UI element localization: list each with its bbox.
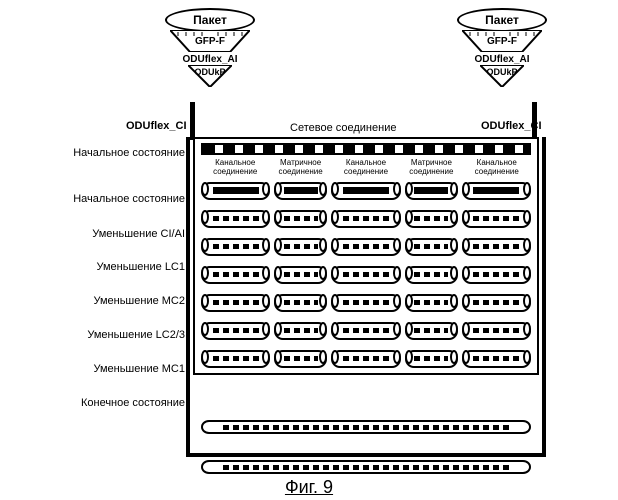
state-label-initial2: Начальное состояние: [0, 193, 185, 205]
channel-connection-cylinder: [201, 210, 270, 228]
end-bar-1: [201, 420, 531, 434]
channel-connection-cylinder: [201, 182, 270, 200]
matrix-connection-cylinder: [405, 266, 458, 284]
gfp-label: GFP-F: [195, 36, 225, 47]
matrix-connection-cylinder: [274, 322, 327, 340]
oduflex-ci-label-left: ODUflex_CI: [126, 120, 187, 132]
rows-container: [195, 177, 537, 373]
diagram-root: Пакет GFP-F ODUflex_AI ODUkP Пакет GFP-F: [0, 0, 618, 500]
state-row: [195, 317, 537, 345]
channel-connection-cylinder: [462, 294, 531, 312]
channel-connection-cylinder: [462, 182, 531, 200]
state-row: [195, 345, 537, 373]
channel-connection-cylinder: [331, 322, 400, 340]
matrix-connection-cylinder: [274, 294, 327, 312]
state-row: [195, 205, 537, 233]
end-state-bars-2: [193, 456, 539, 478]
vertical-connector-left: [190, 102, 195, 140]
state-label-dec-mc1: Уменьшение MC1: [0, 363, 185, 375]
bracket-left: [186, 137, 190, 457]
left-protocol-stack: Пакет GFP-F ODUflex_AI ODUkP: [150, 8, 270, 87]
matrix-connection-cylinder: [274, 350, 327, 368]
col-header-1: Матричное соединение: [273, 159, 327, 177]
channel-connection-cylinder: [331, 182, 400, 200]
packet-label: Пакет: [485, 13, 519, 27]
col-header-4: Канальное соединение: [461, 159, 533, 177]
gfp-label: GFP-F: [487, 36, 517, 47]
channel-connection-cylinder: [201, 322, 270, 340]
col-header-0: Канальное соединение: [199, 159, 271, 177]
state-row: [195, 233, 537, 261]
state-label-dec-lc1: Уменьшение LC1: [0, 261, 185, 273]
channel-connection-cylinder: [331, 266, 400, 284]
state-label-dec-lc23: Уменьшение LC2/3: [0, 329, 185, 341]
bracket-right: [542, 137, 546, 457]
vertical-connector-right: [532, 102, 537, 140]
matrix-connection-cylinder: [405, 322, 458, 340]
odukp-label: ODUkP: [486, 67, 517, 77]
rows-area: Канальное соединение Матричное соединени…: [193, 137, 539, 375]
matrix-connection-cylinder: [274, 210, 327, 228]
end-state-bars: [193, 416, 539, 438]
col-header-3: Матричное соединение: [404, 159, 458, 177]
channel-connection-cylinder: [331, 210, 400, 228]
state-label-dec-mc2: Уменьшение MC2: [0, 295, 185, 307]
odukp-label: ODUkP: [194, 67, 225, 77]
network-connection-bar: [201, 143, 531, 155]
odukp-triangle-left: ODUkP: [188, 65, 232, 87]
channel-connection-cylinder: [201, 238, 270, 256]
state-row: [195, 261, 537, 289]
gfp-trapezoid-right: GFP-F: [462, 30, 542, 52]
matrix-connection-cylinder: [274, 182, 327, 200]
channel-connection-cylinder: [331, 294, 400, 312]
matrix-connection-cylinder: [405, 350, 458, 368]
oduflex-ai-label-left: ODUflex_AI: [182, 54, 237, 65]
state-row: [195, 177, 537, 205]
col-header-2: Канальное соединение: [330, 159, 402, 177]
matrix-connection-cylinder: [274, 266, 327, 284]
channel-connection-cylinder: [331, 350, 400, 368]
channel-connection-cylinder: [462, 322, 531, 340]
gfp-trapezoid-left: GFP-F: [170, 30, 250, 52]
matrix-connection-cylinder: [405, 182, 458, 200]
figure-caption: Фиг. 9: [0, 477, 618, 498]
packet-ellipse-left: Пакет: [165, 8, 255, 32]
channel-connection-cylinder: [201, 294, 270, 312]
channel-connection-cylinder: [201, 266, 270, 284]
oduflex-ai-label-right: ODUflex_AI: [474, 54, 529, 65]
matrix-connection-cylinder: [405, 238, 458, 256]
matrix-connection-cylinder: [274, 238, 327, 256]
channel-connection-cylinder: [462, 266, 531, 284]
channel-connection-cylinder: [201, 350, 270, 368]
matrix-connection-cylinder: [405, 294, 458, 312]
channel-connection-cylinder: [462, 238, 531, 256]
network-connection-label: Сетевое соединение: [290, 122, 396, 134]
packet-ellipse-right: Пакет: [457, 8, 547, 32]
channel-connection-cylinder: [462, 350, 531, 368]
odukp-triangle-right: ODUkP: [480, 65, 524, 87]
channel-connection-cylinder: [462, 210, 531, 228]
end-bar-2: [201, 460, 531, 474]
state-label-initial1: Начальное состояние: [0, 147, 185, 159]
state-row: [195, 289, 537, 317]
state-label-dec-ciai: Уменьшение CI/AI: [0, 228, 185, 240]
column-headers: Канальное соединение Матричное соединени…: [195, 159, 537, 177]
matrix-connection-cylinder: [405, 210, 458, 228]
right-protocol-stack: Пакет GFP-F ODUflex_AI ODUkP: [442, 8, 562, 87]
channel-connection-cylinder: [331, 238, 400, 256]
state-label-final: Конечное состояние: [0, 397, 185, 409]
packet-label: Пакет: [193, 13, 227, 27]
